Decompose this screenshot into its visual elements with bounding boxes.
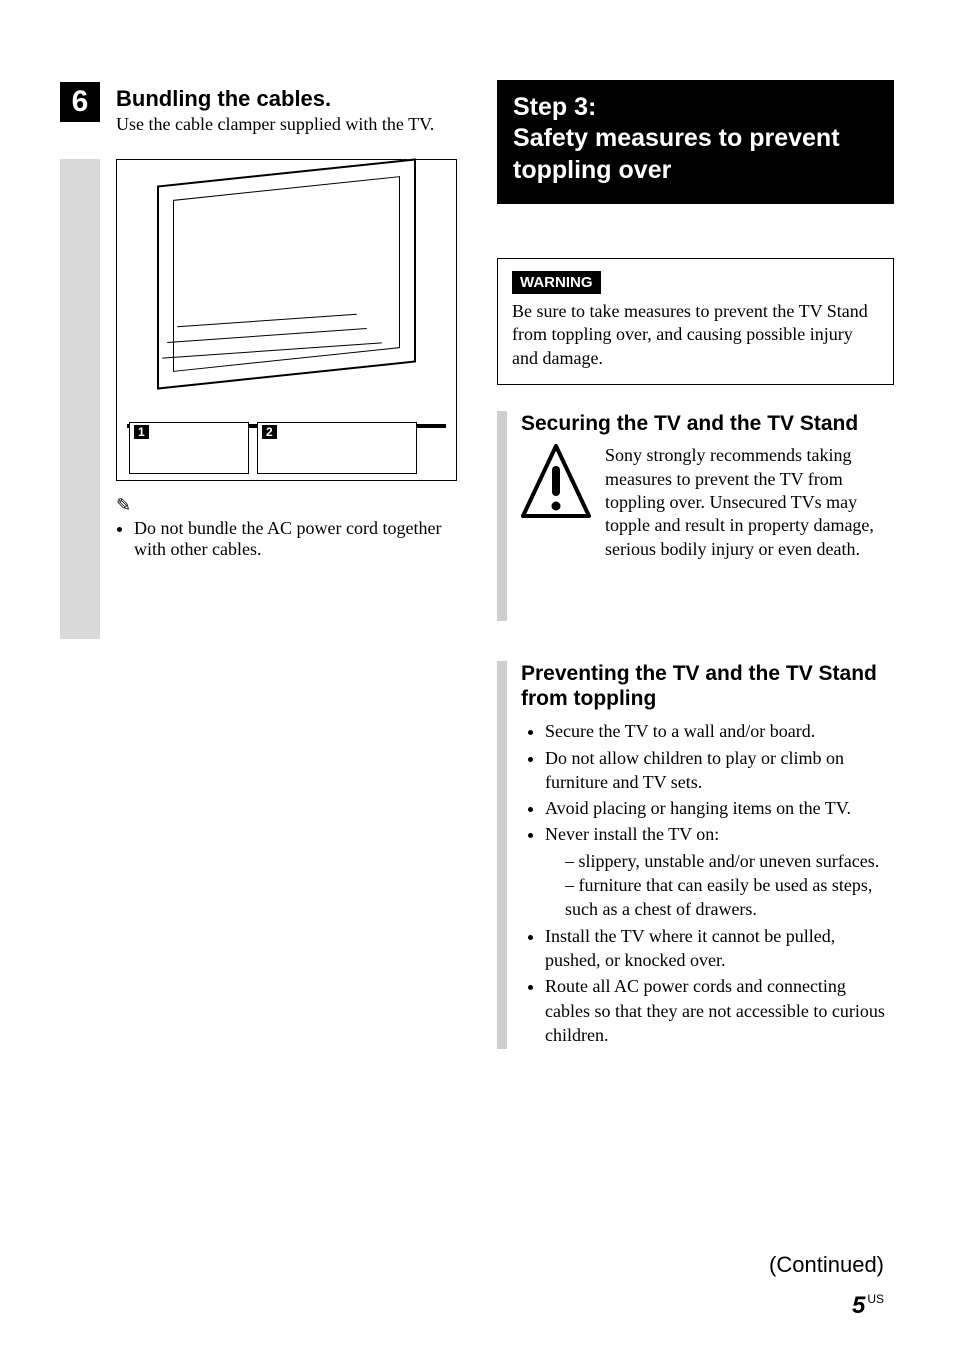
list-item: Avoid placing or hanging items on the TV…	[545, 796, 894, 820]
sub-list-item: furniture that can easily be used as ste…	[565, 873, 894, 922]
section-title-black-box: Step 3: Safety measures to prevent toppl…	[497, 80, 894, 204]
preventing-heading: Preventing the TV and the TV Stand from …	[521, 661, 894, 711]
list-item-text: Never install the TV on:	[545, 824, 719, 844]
continued-label: (Continued)	[769, 1252, 884, 1278]
note-icon: ✎	[116, 495, 457, 516]
section-securing-content: Securing the TV and the TV Stand Sony st…	[521, 405, 894, 621]
page-number-wrap: 5US	[852, 1292, 884, 1320]
section-preventing-content: Preventing the TV and the TV Stand from …	[521, 655, 894, 1049]
left-grey-bar	[60, 159, 100, 639]
section-grey-bar	[497, 411, 507, 621]
warning-triangle-icon	[521, 444, 591, 520]
two-column-layout: 6 Bundling the cables. Use the cable cla…	[60, 80, 894, 1049]
warning-text: Be sure to take measures to prevent the …	[512, 300, 879, 370]
list-item: Route all AC power cords and connecting …	[545, 974, 894, 1047]
note-list: Do not bundle the AC power cord together…	[116, 518, 457, 560]
section-preventing: Preventing the TV and the TV Stand from …	[497, 655, 894, 1049]
step-content: Bundling the cables. Use the cable clamp…	[116, 80, 457, 149]
black-box-line2: Safety measures to prevent toppling over	[513, 123, 878, 186]
step-subtext: Use the cable clamper supplied with the …	[116, 114, 457, 135]
list-item: Secure the TV to a wall and/or board.	[545, 719, 894, 743]
list-item: Never install the TV on: slippery, unsta…	[545, 822, 894, 921]
securing-body-row: Sony strongly recommends taking measures…	[521, 444, 894, 561]
step-number-badge: 6	[60, 82, 100, 122]
section-securing: Securing the TV and the TV Stand Sony st…	[497, 405, 894, 621]
note-bullet: Do not bundle the AC power cord together…	[134, 518, 457, 560]
diagram-callout-2: 2	[257, 422, 417, 474]
page: 6 Bundling the cables. Use the cable cla…	[0, 0, 954, 1356]
step-row: 6 Bundling the cables. Use the cable cla…	[60, 80, 457, 149]
preventing-bullet-list: Secure the TV to a wall and/or board. Do…	[521, 719, 894, 1047]
black-box-line1: Step 3:	[513, 92, 878, 123]
securing-heading: Securing the TV and the TV Stand	[521, 411, 894, 436]
securing-body-text: Sony strongly recommends taking measures…	[605, 444, 894, 561]
tv-cable-diagram: 1 2	[116, 159, 457, 481]
step-heading: Bundling the cables.	[116, 86, 457, 112]
callout-number-1: 1	[134, 425, 149, 439]
left-column: 6 Bundling the cables. Use the cable cla…	[60, 80, 457, 1049]
left-content: 1 2 ✎ Do not bundle the AC power cord to…	[116, 159, 457, 639]
warning-frame: WARNING Be sure to take measures to prev…	[497, 258, 894, 385]
section-grey-bar	[497, 661, 507, 1049]
diagram-callout-1: 1	[129, 422, 249, 474]
right-column: Step 3: Safety measures to prevent toppl…	[497, 80, 894, 1049]
sub-list-item: slippery, unstable and/or uneven surface…	[565, 849, 894, 873]
warning-label: WARNING	[512, 271, 601, 294]
page-region: US	[867, 1292, 884, 1306]
callout-number-2: 2	[262, 425, 277, 439]
page-number: 5	[852, 1292, 865, 1319]
list-item: Install the TV where it cannot be pulled…	[545, 924, 894, 973]
preventing-sublist: slippery, unstable and/or uneven surface…	[545, 849, 894, 922]
left-indent-block: 1 2 ✎ Do not bundle the AC power cord to…	[60, 159, 457, 639]
list-item: Do not allow children to play or climb o…	[545, 746, 894, 795]
